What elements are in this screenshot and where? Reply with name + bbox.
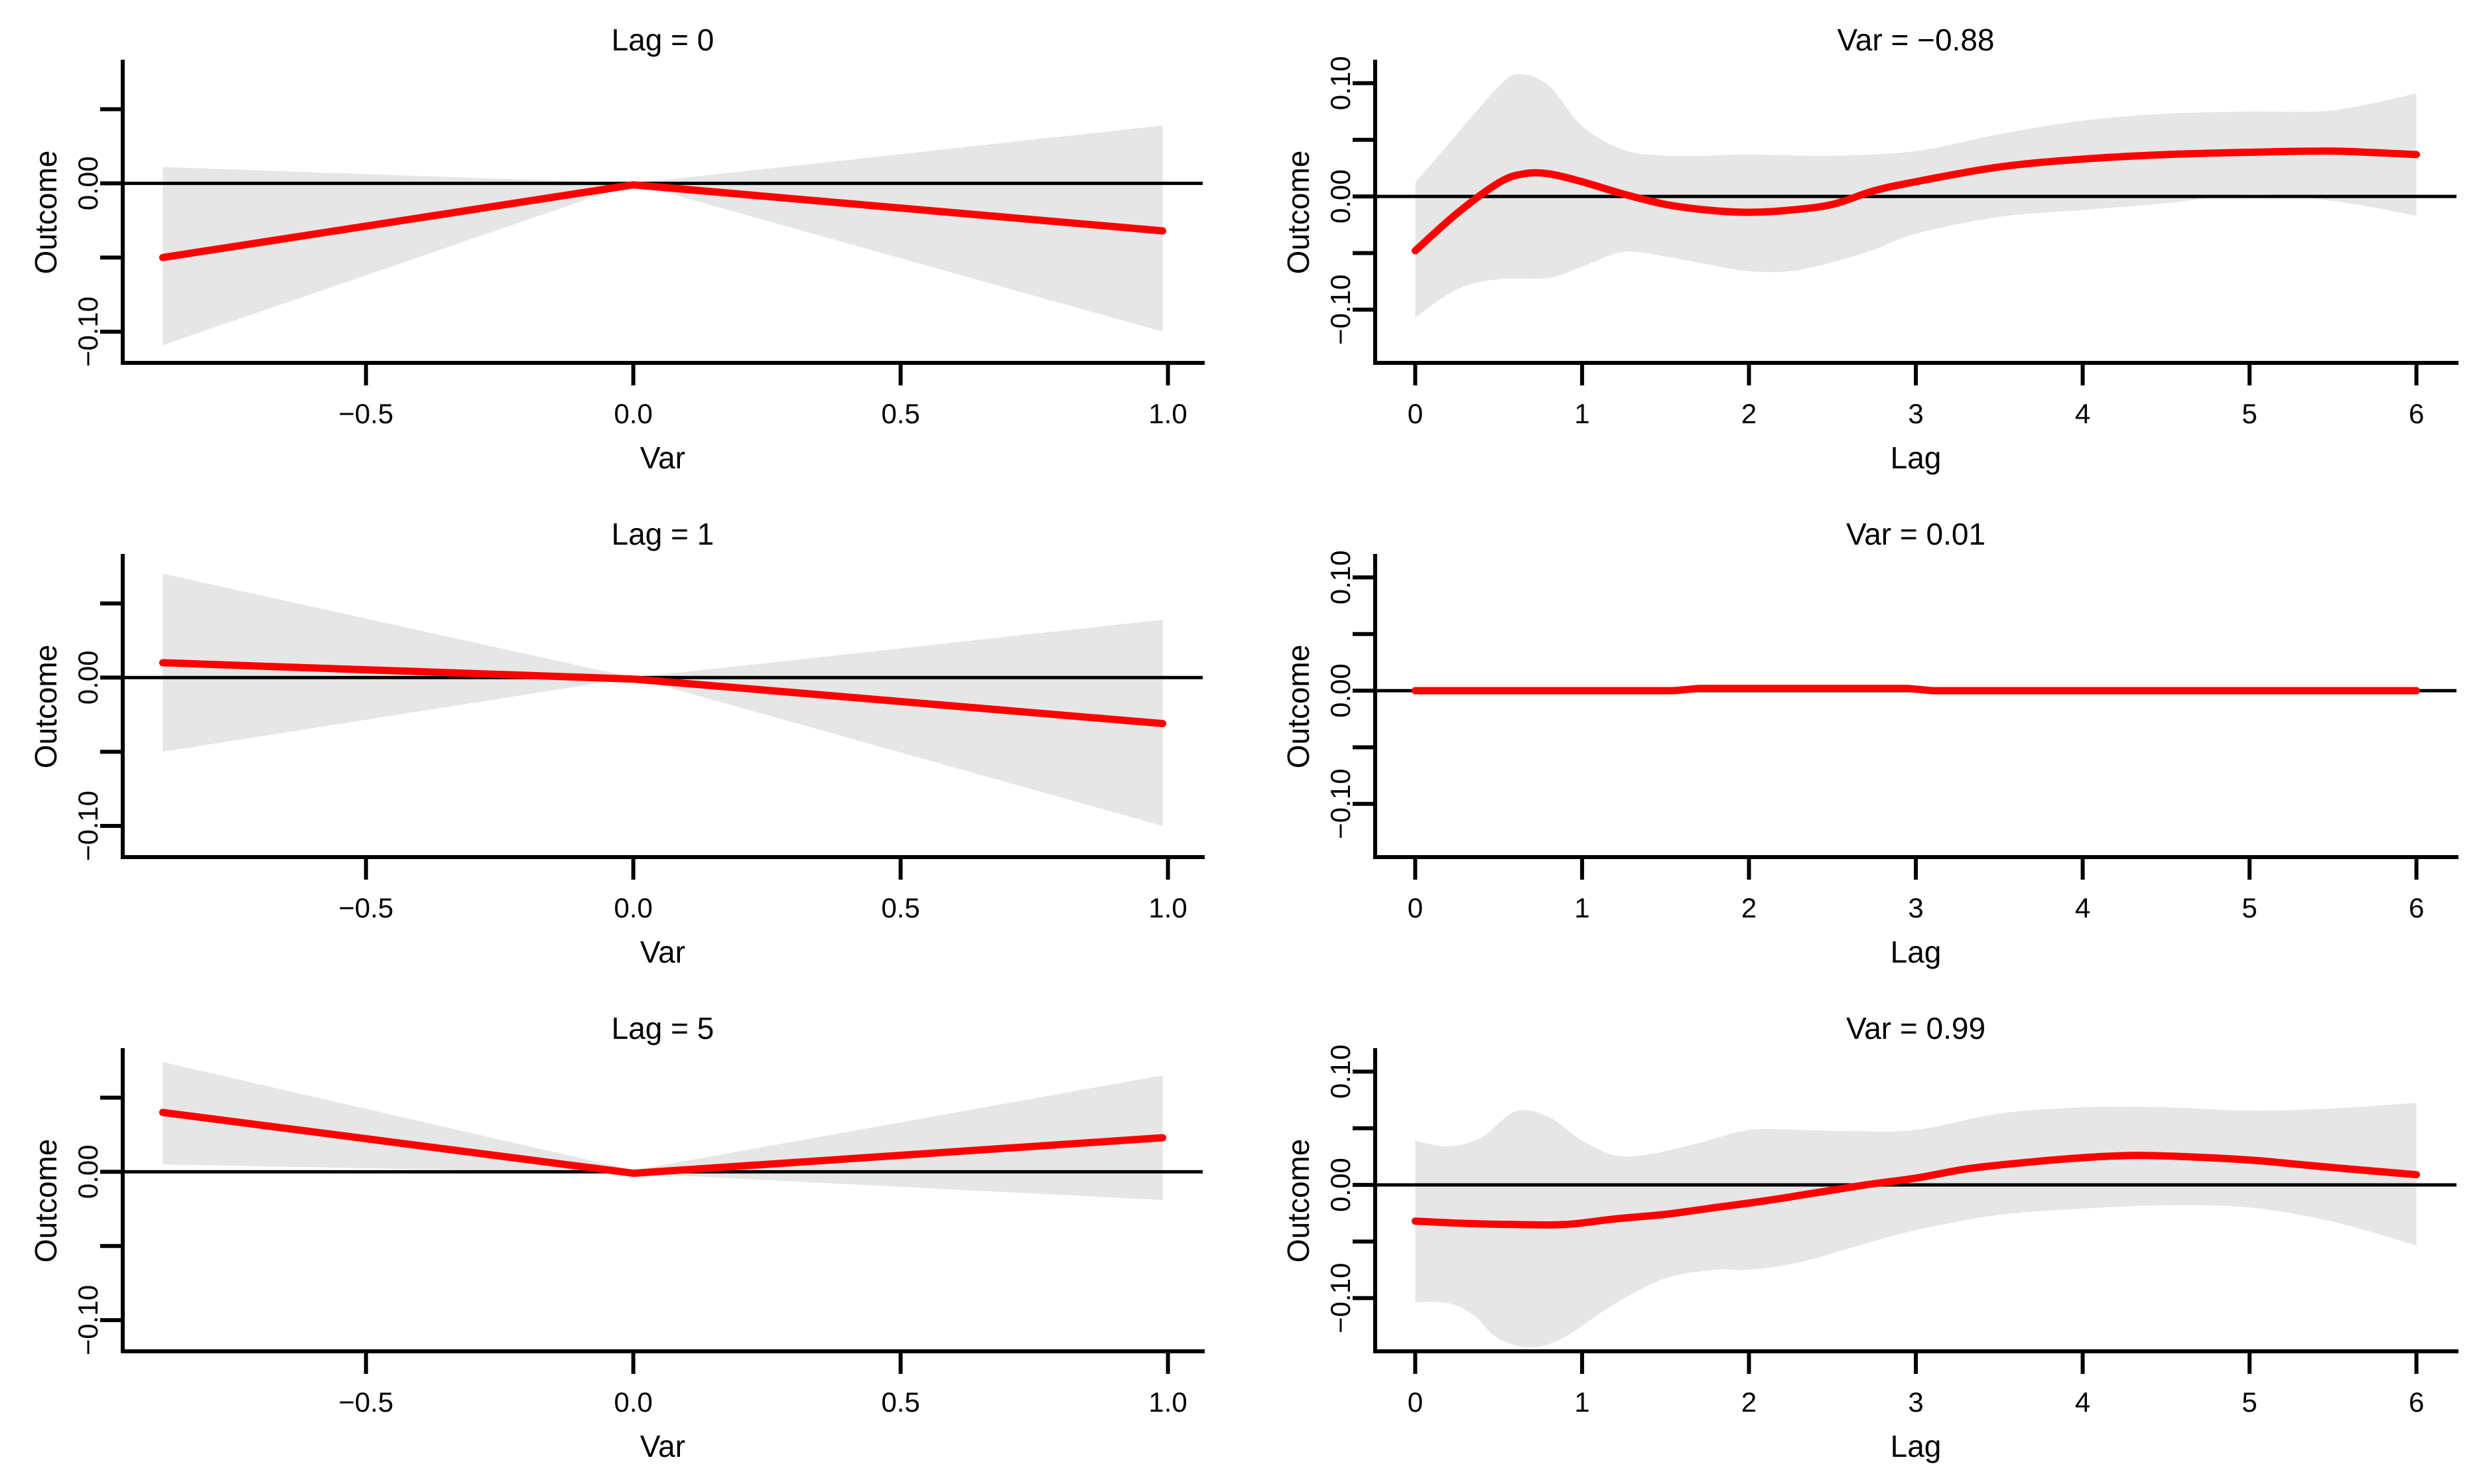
x-tick-label: 0.5 — [881, 892, 919, 923]
y-tick-label: −0.10 — [72, 297, 103, 367]
x-axis-label: Lag — [1891, 440, 1942, 475]
y-tick-label: 0.10 — [1325, 56, 1356, 111]
y-tick-label: 0.10 — [1325, 551, 1356, 605]
x-tick-label: 0 — [1408, 892, 1423, 923]
y-tick-label: 0.00 — [72, 1145, 103, 1199]
y-tick-label: 0.00 — [72, 651, 103, 705]
x-tick-label: 5 — [2242, 892, 2257, 923]
y-tick-label: −0.10 — [1325, 275, 1356, 345]
x-tick-label: 1 — [1574, 1386, 1589, 1418]
x-tick-label: 3 — [1908, 1386, 1923, 1418]
panel-var-0.99: 0 1 2 3 4 5 6 0.10 0.00 −0.10 Var = 0.99 Lag Outcome — [1242, 988, 2485, 1483]
confidence-band — [1415, 1103, 2417, 1348]
x-tick-label: 4 — [2075, 892, 2090, 923]
panel-title: Lag = 5 — [612, 1011, 714, 1046]
y-tick-label: 0.00 — [1325, 1158, 1356, 1212]
plot-lag-1: −0.5 0.0 0.5 1.0 0.00 −0.10 Lag = 1 Var Outcome — [29, 517, 1205, 969]
x-tick-label: 6 — [2409, 1386, 2424, 1418]
x-tick-label: −0.5 — [338, 1386, 393, 1418]
y-axis-label: Outcome — [1281, 151, 1315, 275]
panel-title: Var = −0.88 — [1838, 23, 1995, 57]
x-tick-label: 2 — [1741, 892, 1757, 923]
plot-lag-0: −0.5 0.0 0.5 1.0 0.00 −0.10 Lag = 0 Var Outcome — [29, 23, 1205, 475]
x-tick-label: 6 — [2409, 398, 2424, 429]
y-axis-label: Outcome — [1281, 1139, 1315, 1263]
estimate-line — [159, 1109, 1167, 1178]
y-tick-label: −0.10 — [72, 791, 103, 861]
x-tick-label: 1.0 — [1148, 398, 1187, 429]
x-tick-label: 0.5 — [881, 1386, 919, 1418]
plot-var-0.01: 0 1 2 3 4 5 6 0.10 0.00 −0.10 Var = 0.01 Lag Outcome — [1281, 517, 2458, 969]
y-tick-label: 0.00 — [1325, 663, 1356, 718]
x-axis-label: Lag — [1891, 935, 1942, 969]
estimate-line — [159, 659, 1167, 728]
confidence-band — [163, 573, 1163, 826]
x-axis-label: Var — [640, 1429, 685, 1463]
x-tick-label: 0 — [1408, 398, 1423, 429]
estimate-line — [1411, 1152, 2421, 1229]
panel-title: Var = 0.99 — [1846, 1011, 1985, 1046]
x-tick-label: 5 — [2242, 1386, 2257, 1418]
x-tick-label: 0.5 — [881, 398, 919, 429]
x-tick-label: −0.5 — [338, 892, 393, 923]
confidence-band — [163, 1061, 1163, 1200]
y-tick-label: −0.10 — [1325, 1263, 1356, 1333]
plot-var-0.88: 0 1 2 3 4 5 6 0.10 0.00 −0.10 Var = −0.88 Lag Outcom… — [1281, 23, 2458, 475]
x-tick-label: 2 — [1741, 398, 1757, 429]
estimate-line — [159, 181, 1167, 261]
x-tick-label: 2 — [1741, 1386, 1757, 1418]
y-tick-label: 0.00 — [72, 157, 103, 211]
x-tick-label: 4 — [2075, 398, 2090, 429]
estimate-line — [1411, 685, 2421, 695]
x-tick-label: −0.5 — [338, 398, 393, 429]
y-tick-label: 0.00 — [1325, 169, 1356, 224]
panel-title: Lag = 0 — [612, 23, 714, 57]
x-tick-label: 6 — [2409, 892, 2424, 923]
y-axis-label: Outcome — [29, 645, 63, 769]
panel-var-0.88: 0 1 2 3 4 5 6 0.10 0.00 −0.10 Var = −0.88 Lag Outcom… — [1242, 0, 2485, 494]
y-axis-label: Outcome — [29, 1139, 63, 1263]
x-tick-label: 4 — [2075, 1386, 2090, 1418]
x-tick-label: 1 — [1574, 892, 1589, 923]
x-tick-label: 1.0 — [1148, 892, 1187, 923]
panel-lag-1: −0.5 0.0 0.5 1.0 0.00 −0.10 Lag = 1 Var Outcome — [0, 494, 1242, 988]
x-axis-label: Var — [640, 440, 685, 475]
plot-lag-5: −0.5 0.0 0.5 1.0 0.00 −0.10 Lag = 5 Var Outcome — [29, 1011, 1205, 1463]
y-tick-label: −0.10 — [72, 1285, 103, 1355]
panel-lag-0: −0.5 0.0 0.5 1.0 0.00 −0.10 Lag = 0 Var Outcome — [0, 0, 1242, 494]
panel-title: Var = 0.01 — [1846, 517, 1985, 551]
estimate-line — [1411, 147, 2421, 255]
confidence-band — [163, 125, 1163, 346]
x-tick-label: 3 — [1908, 398, 1923, 429]
y-axis-label: Outcome — [29, 151, 63, 275]
x-axis-label: Lag — [1891, 1429, 1942, 1463]
y-tick-label: −0.10 — [1325, 769, 1356, 839]
x-tick-label: 0.0 — [614, 1386, 652, 1418]
x-axis-label: Var — [640, 935, 685, 969]
plot-var-0.99: 0 1 2 3 4 5 6 0.10 0.00 −0.10 Var = 0.99 Lag Outcome — [1281, 1011, 2458, 1463]
panel-lag-5: −0.5 0.0 0.5 1.0 0.00 −0.10 Lag = 5 Var Outcome — [0, 988, 1242, 1483]
x-tick-label: 0 — [1408, 1386, 1423, 1418]
y-tick-label: 0.10 — [1325, 1045, 1356, 1099]
panel-var-0.01: 0 1 2 3 4 5 6 0.10 0.00 −0.10 Var = 0.01 Lag Outcome — [1242, 494, 2485, 988]
x-tick-label: 1 — [1574, 398, 1589, 429]
x-tick-label: 0.0 — [614, 398, 652, 429]
y-axis-label: Outcome — [1281, 645, 1315, 769]
x-tick-label: 0.0 — [614, 892, 652, 923]
x-tick-label: 5 — [2242, 398, 2257, 429]
panel-title: Lag = 1 — [612, 517, 714, 551]
x-tick-label: 1.0 — [1148, 1386, 1187, 1418]
x-tick-label: 3 — [1908, 892, 1923, 923]
